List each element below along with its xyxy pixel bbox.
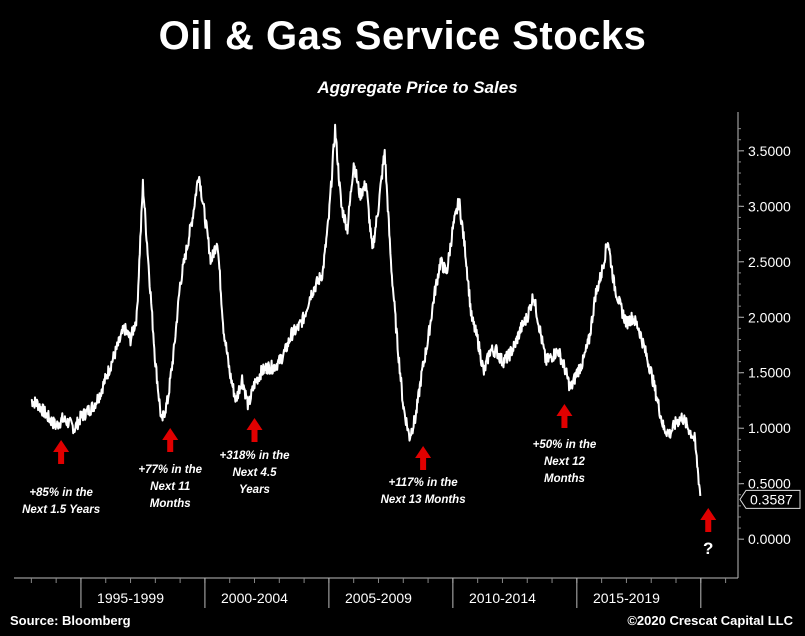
y-tick-label: 2.0000 (748, 309, 791, 325)
series-layer (30, 123, 702, 496)
annotation-note: +85% in the Next 1.5 Years (22, 487, 101, 516)
series-line (30, 123, 702, 496)
up-arrow-icon (700, 508, 717, 532)
copyright-label: ©2020 Crescat Capital LLC (627, 613, 793, 628)
annotation-note: +318% in the Next 4.5 Years (219, 450, 290, 496)
y-tick-label: 3.0000 (748, 198, 791, 214)
y-tick-label: 3.5000 (748, 143, 791, 159)
up-arrow-icon (162, 428, 179, 452)
y-tick-label: 0.5000 (748, 476, 791, 492)
up-arrow-icon (246, 418, 263, 442)
x-period-label: 1995-1999 (97, 590, 164, 606)
x-period-label: 2015-2019 (593, 590, 660, 606)
chart-title: Oil & Gas Service Stocks (158, 14, 647, 58)
x-period-label: 2010-2014 (469, 590, 536, 606)
annotation-arrows (53, 404, 717, 532)
up-arrow-icon (415, 446, 432, 470)
source-label: Source: Bloomberg (10, 613, 131, 628)
y-tick-label: 0.0000 (748, 531, 791, 547)
up-arrow-icon (556, 404, 573, 428)
y-tick-label: 1.0000 (748, 420, 791, 436)
last-value-label: 0.3587 (750, 491, 793, 507)
up-arrow-icon (53, 440, 70, 464)
annotation-note: +117% in the Next 13 Months (380, 477, 466, 506)
x-period-label: 2000-2004 (221, 590, 288, 606)
chart-subtitle: Aggregate Price to Sales (317, 78, 518, 97)
annotation-note: +50% in the Next 12 Months (532, 439, 597, 485)
last-value-box (739, 489, 801, 509)
y-tick-label: 2.5000 (748, 254, 791, 270)
annotation-note: +77% in the Next 11 Months (138, 464, 202, 510)
y-tick-label: 1.5000 (748, 365, 791, 381)
x-period-label: 2005-2009 (345, 590, 412, 606)
annotation-note: ? (703, 539, 714, 558)
axes: 0.0000 0.5000 1.0000 1.5000 2.0000 2.5000 3.00… (14, 112, 801, 608)
